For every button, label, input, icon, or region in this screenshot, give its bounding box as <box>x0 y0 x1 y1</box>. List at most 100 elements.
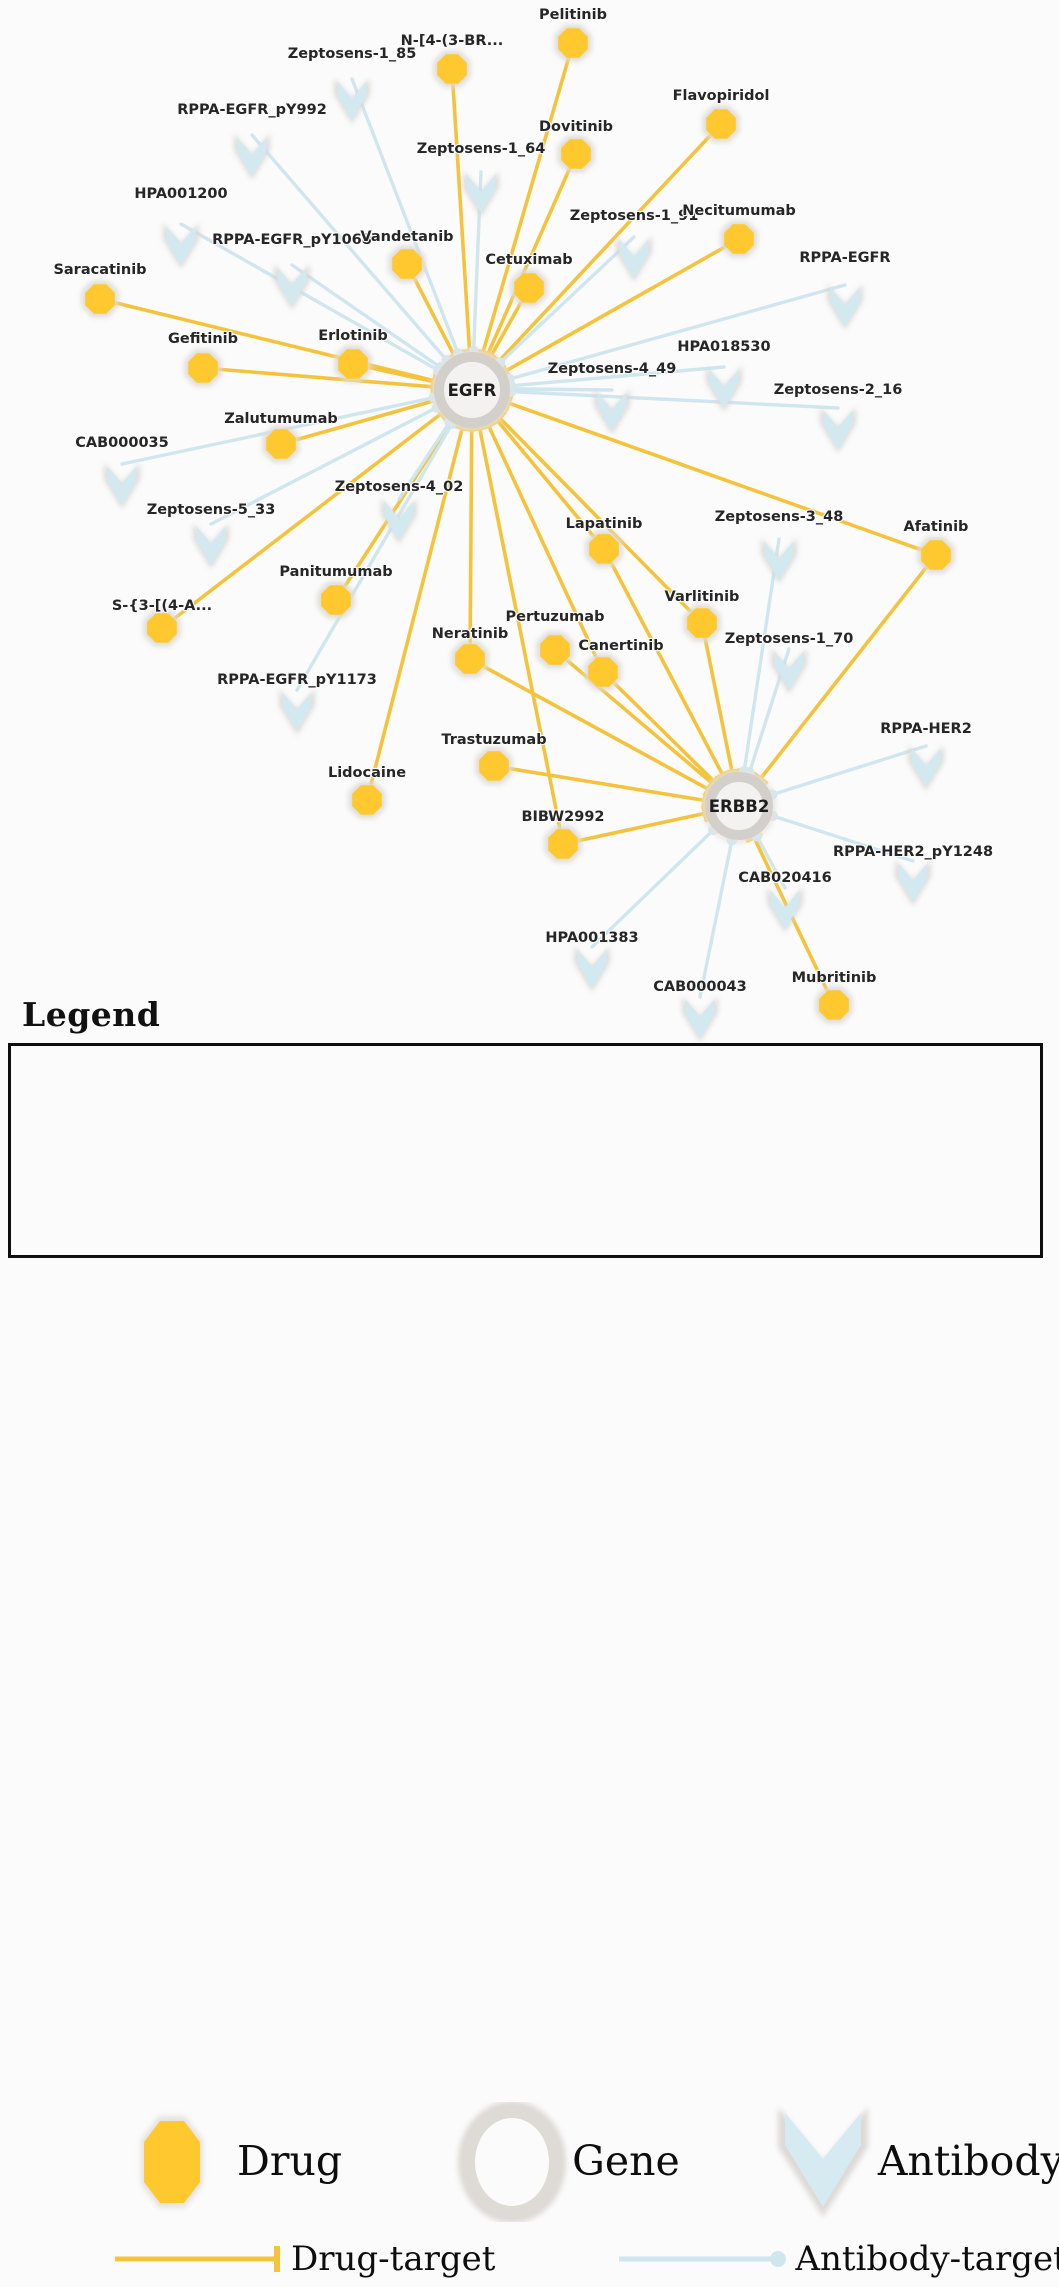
drug-node[interactable] <box>586 531 623 568</box>
drug-node-label: Dovitinib <box>539 119 613 135</box>
legend-node-row: Drug Gene Antibody <box>11 2114 1046 2209</box>
antibody-node[interactable] <box>163 223 199 269</box>
drug-octagon-icon <box>548 829 578 859</box>
antibody-node-label: HPA001383 <box>545 930 638 946</box>
drug-octagon-icon <box>321 585 351 615</box>
drug-node-label: Zalutumumab <box>224 411 338 427</box>
antibody-node[interactable] <box>574 946 610 992</box>
drug-octagon-icon <box>514 273 544 303</box>
legend-label-antibody-target: Antibody-target <box>795 2239 1059 2279</box>
drug-octagon-icon <box>147 613 177 643</box>
drug-node[interactable] <box>434 51 471 88</box>
drug-node-label: Varlitinib <box>665 589 740 605</box>
drug-octagon-icon <box>188 353 218 383</box>
drug-node-label: Pelitinib <box>539 7 607 23</box>
antibody-target-line-icon <box>615 2242 795 2276</box>
antibody-node-label: Zeptosens-3_48 <box>715 509 844 525</box>
antibody-vee-icon <box>197 527 226 566</box>
drug-octagon-icon <box>706 109 736 139</box>
drug-octagon-icon <box>540 635 570 665</box>
antibody-vee-icon <box>278 268 307 307</box>
antibody-vee-icon <box>899 864 928 903</box>
antibody-node[interactable] <box>334 78 370 124</box>
antibody-node[interactable] <box>274 264 310 310</box>
legend-label-gene: Gene <box>572 2141 680 2182</box>
antibody-node-label: RPPA-EGFR_pY1068 <box>212 232 372 248</box>
antibody-node[interactable] <box>234 134 270 180</box>
gene-circle-icon <box>452 2102 572 2222</box>
antibody-node[interactable] <box>682 996 718 1042</box>
drug-node[interactable] <box>349 782 386 819</box>
drug-node-label: Pertuzumab <box>506 609 605 625</box>
antibody-node-label: Zeptosens-1_85 <box>288 46 417 62</box>
antibody-node-label: RPPA-EGFR <box>799 250 890 266</box>
antibody-node[interactable] <box>895 860 931 906</box>
drug-node[interactable] <box>318 582 355 619</box>
antibody-node[interactable] <box>908 745 944 791</box>
antibody-node[interactable] <box>279 689 315 735</box>
drug-node-label: Neratinib <box>432 626 508 642</box>
legend-item-gene: Gene <box>452 2102 680 2222</box>
drug-octagon-icon <box>352 785 382 815</box>
drug-node[interactable] <box>555 25 592 62</box>
drug-node-label: N-[4-(3-BR... <box>401 33 504 49</box>
drug-node-label: BIBW2992 <box>521 809 604 825</box>
antibody-node[interactable] <box>193 523 229 569</box>
drug-octagon-icon <box>561 139 591 169</box>
drug-node[interactable] <box>918 537 955 574</box>
drug-node-label: Canertinib <box>578 638 663 654</box>
drug-node-label: S-{3-[(4-A... <box>112 598 212 614</box>
antibody-vee-icon <box>167 227 196 266</box>
gene-node-label: ERBB2 <box>709 797 770 816</box>
antibody-node-label: CAB000043 <box>653 979 746 995</box>
drug-target-edge <box>470 429 472 659</box>
antibody-target-edge <box>772 746 926 795</box>
drug-node-label: Cetuximab <box>485 252 572 268</box>
drug-node[interactable] <box>263 426 300 463</box>
antibody-vee-icon <box>578 950 607 989</box>
legend-item-drug-target: Drug-target <box>111 2239 495 2279</box>
drug-node-label: Mubritinib <box>792 970 877 986</box>
drug-octagon-icon <box>266 429 296 459</box>
drug-node[interactable] <box>185 350 222 387</box>
antibody-node[interactable] <box>820 407 856 453</box>
drug-node-label: Necitumumab <box>682 203 796 219</box>
drug-node[interactable] <box>511 270 548 307</box>
antibody-vee-icon <box>686 1000 715 1039</box>
legend-box: Drug Gene Antibody <box>8 1043 1043 1258</box>
drug-node[interactable] <box>545 826 582 863</box>
drug-octagon-icon <box>921 540 951 570</box>
drug-octagon-icon <box>479 751 509 781</box>
drug-node-label: Gefitinib <box>168 331 238 347</box>
antibody-vee-icon <box>238 138 267 177</box>
drug-node[interactable] <box>82 281 119 318</box>
antibody-node[interactable] <box>616 236 652 282</box>
drug-node[interactable] <box>816 987 853 1024</box>
drug-target-edge <box>452 69 470 351</box>
drug-node[interactable] <box>585 654 622 691</box>
antibody-vee-icon <box>620 240 649 279</box>
drug-node[interactable] <box>335 346 372 383</box>
drug-octagon-icon <box>85 284 115 314</box>
antibody-node-label: RPPA-EGFR_pY1173 <box>217 672 377 688</box>
drug-node[interactable] <box>721 221 758 258</box>
drug-node[interactable] <box>452 641 489 678</box>
antibody-node[interactable] <box>104 463 140 509</box>
antibody-node[interactable] <box>706 366 742 412</box>
drug-node[interactable] <box>389 246 426 283</box>
antibody-node[interactable] <box>827 284 863 330</box>
drug-node[interactable] <box>703 106 740 143</box>
gene-node-label: EGFR <box>448 381 497 400</box>
antibody-node-label: Zeptosens-4_49 <box>548 361 677 377</box>
drug-octagon-icon <box>455 644 485 674</box>
drug-node[interactable] <box>684 605 721 642</box>
drug-node-label: Trastuzumab <box>441 732 546 748</box>
drug-octagon-icon <box>107 2102 237 2222</box>
legend-label-drug: Drug <box>237 2141 342 2182</box>
drug-node[interactable] <box>476 748 513 785</box>
antibody-node-label: RPPA-EGFR_pY992 <box>177 102 327 118</box>
drug-node[interactable] <box>144 610 181 647</box>
drug-node[interactable] <box>558 136 595 173</box>
drug-node[interactable] <box>537 632 574 669</box>
drug-octagon-icon <box>819 990 849 1020</box>
